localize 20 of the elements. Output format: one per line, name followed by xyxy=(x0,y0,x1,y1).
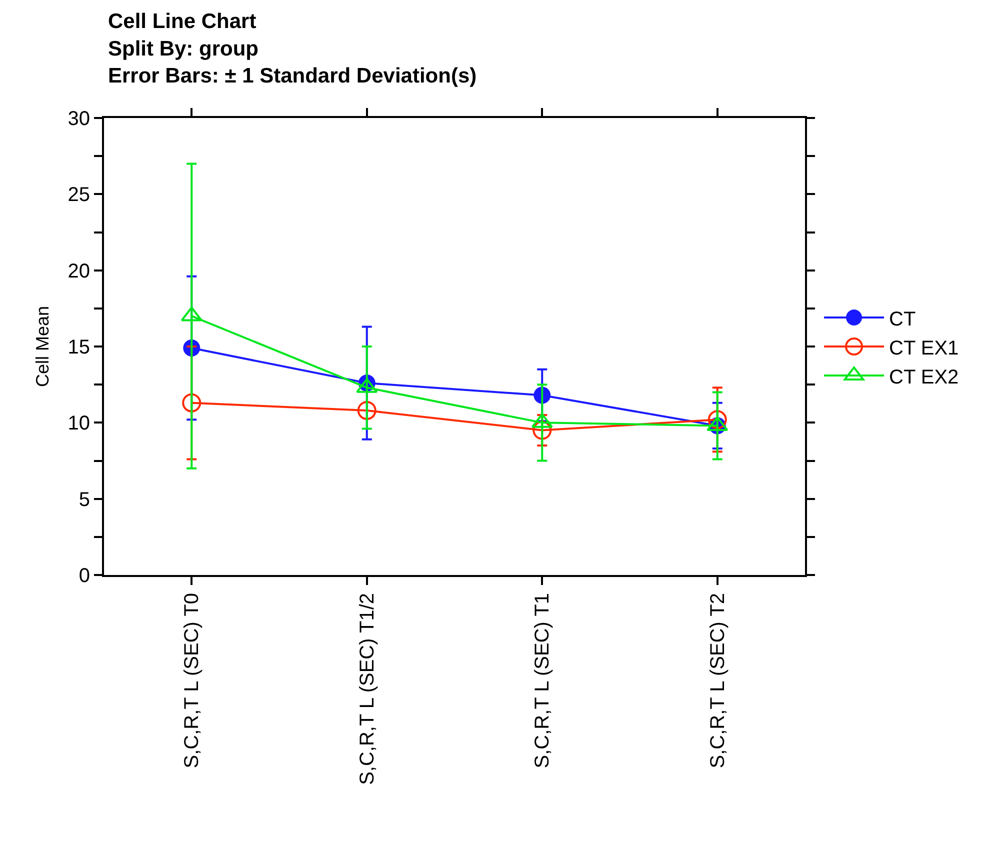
y-tick-label: 25 xyxy=(68,184,90,206)
x-tick-label: S,C,R,T L (SEC) T0 xyxy=(181,593,204,768)
y-axis-title: Cell Mean xyxy=(32,306,52,388)
y-tick-label: 0 xyxy=(78,565,90,587)
point xyxy=(708,410,727,430)
x-tick-label: S,C,R,T L (SEC) T1/2 xyxy=(356,593,378,785)
y-tick-label: 15 xyxy=(68,336,90,358)
x-tick-label: S,C,R,T L (SEC) T2 xyxy=(706,593,729,768)
point xyxy=(357,400,376,420)
legend-label: CT xyxy=(889,308,916,330)
legend-label: CT EX2 xyxy=(889,366,959,388)
y-tick-label: 30 xyxy=(68,108,90,130)
y-tick-label: 5 xyxy=(78,488,90,511)
y-tick-label: 20 xyxy=(68,260,90,282)
legend-label: CT EX1 xyxy=(889,337,959,360)
x-tick-label: S,C,R,T L (SEC) T1 xyxy=(532,593,554,768)
point xyxy=(532,420,552,440)
chart-title: Cell Line Chart Split By: group Error Bars: ± 1 Standard Deviation(s) xyxy=(108,10,477,88)
point xyxy=(182,393,202,412)
y-tick-label: 10 xyxy=(68,412,90,435)
